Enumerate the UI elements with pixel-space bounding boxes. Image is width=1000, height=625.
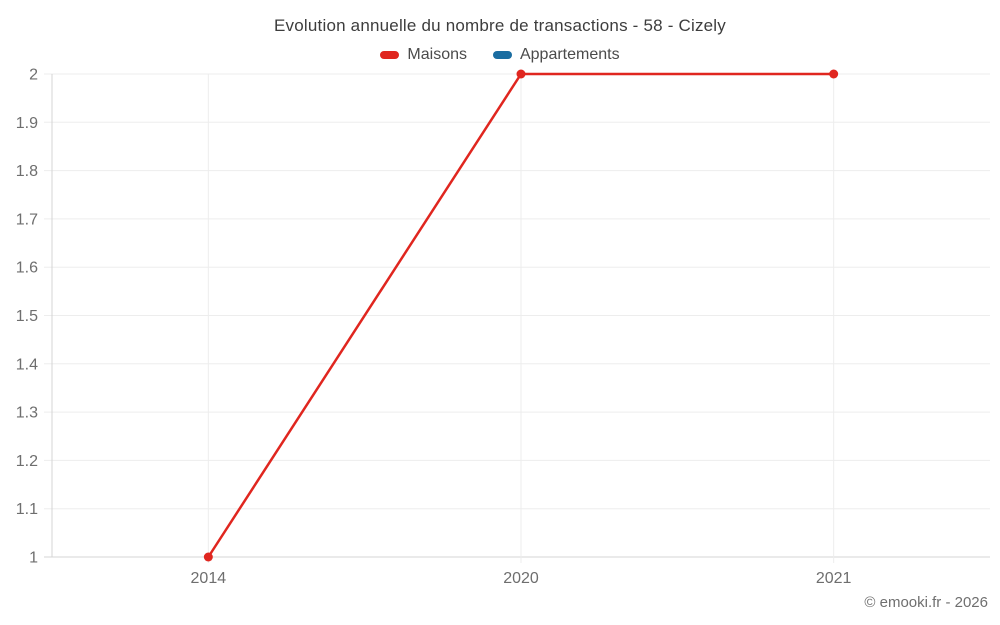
appartements-legend-marker bbox=[492, 51, 512, 59]
y-tick-label: 1 bbox=[29, 550, 38, 567]
y-tick-label: 1.1 bbox=[16, 501, 38, 518]
legend-item-maisons[interactable]: Maisons bbox=[380, 46, 467, 64]
y-tick-label: 1.8 bbox=[16, 163, 38, 180]
legend-label-maisons: Maisons bbox=[407, 46, 467, 63]
chart-title: Evolution annuelle du nombre de transact… bbox=[274, 16, 726, 35]
legend-label-appartements: Appartements bbox=[519, 46, 620, 63]
data-point-maisons[interactable] bbox=[829, 69, 839, 79]
x-tick-label: 2020 bbox=[503, 570, 539, 587]
maisons-legend-marker bbox=[380, 51, 400, 59]
y-tick-label: 1.4 bbox=[16, 356, 38, 373]
x-tick-label: 2014 bbox=[191, 570, 227, 587]
legend: Maisons Appartements bbox=[0, 45, 1000, 65]
y-tick-label: 1.3 bbox=[16, 405, 38, 422]
y-tick-label: 1.9 bbox=[16, 115, 38, 132]
y-tick-label: 1.2 bbox=[16, 453, 38, 470]
y-tick-label: 1.5 bbox=[16, 308, 38, 325]
legend-item-appartements[interactable]: Appartements bbox=[492, 46, 620, 64]
data-point-maisons[interactable] bbox=[516, 69, 526, 79]
y-tick-label: 1.7 bbox=[16, 211, 38, 228]
y-tick-label: 1.6 bbox=[16, 260, 38, 277]
watermark: © emooki.fr - 2026 bbox=[864, 594, 988, 611]
data-point-maisons[interactable] bbox=[203, 552, 213, 562]
x-tick-label: 2021 bbox=[816, 570, 852, 587]
y-tick-label: 2 bbox=[29, 67, 38, 84]
